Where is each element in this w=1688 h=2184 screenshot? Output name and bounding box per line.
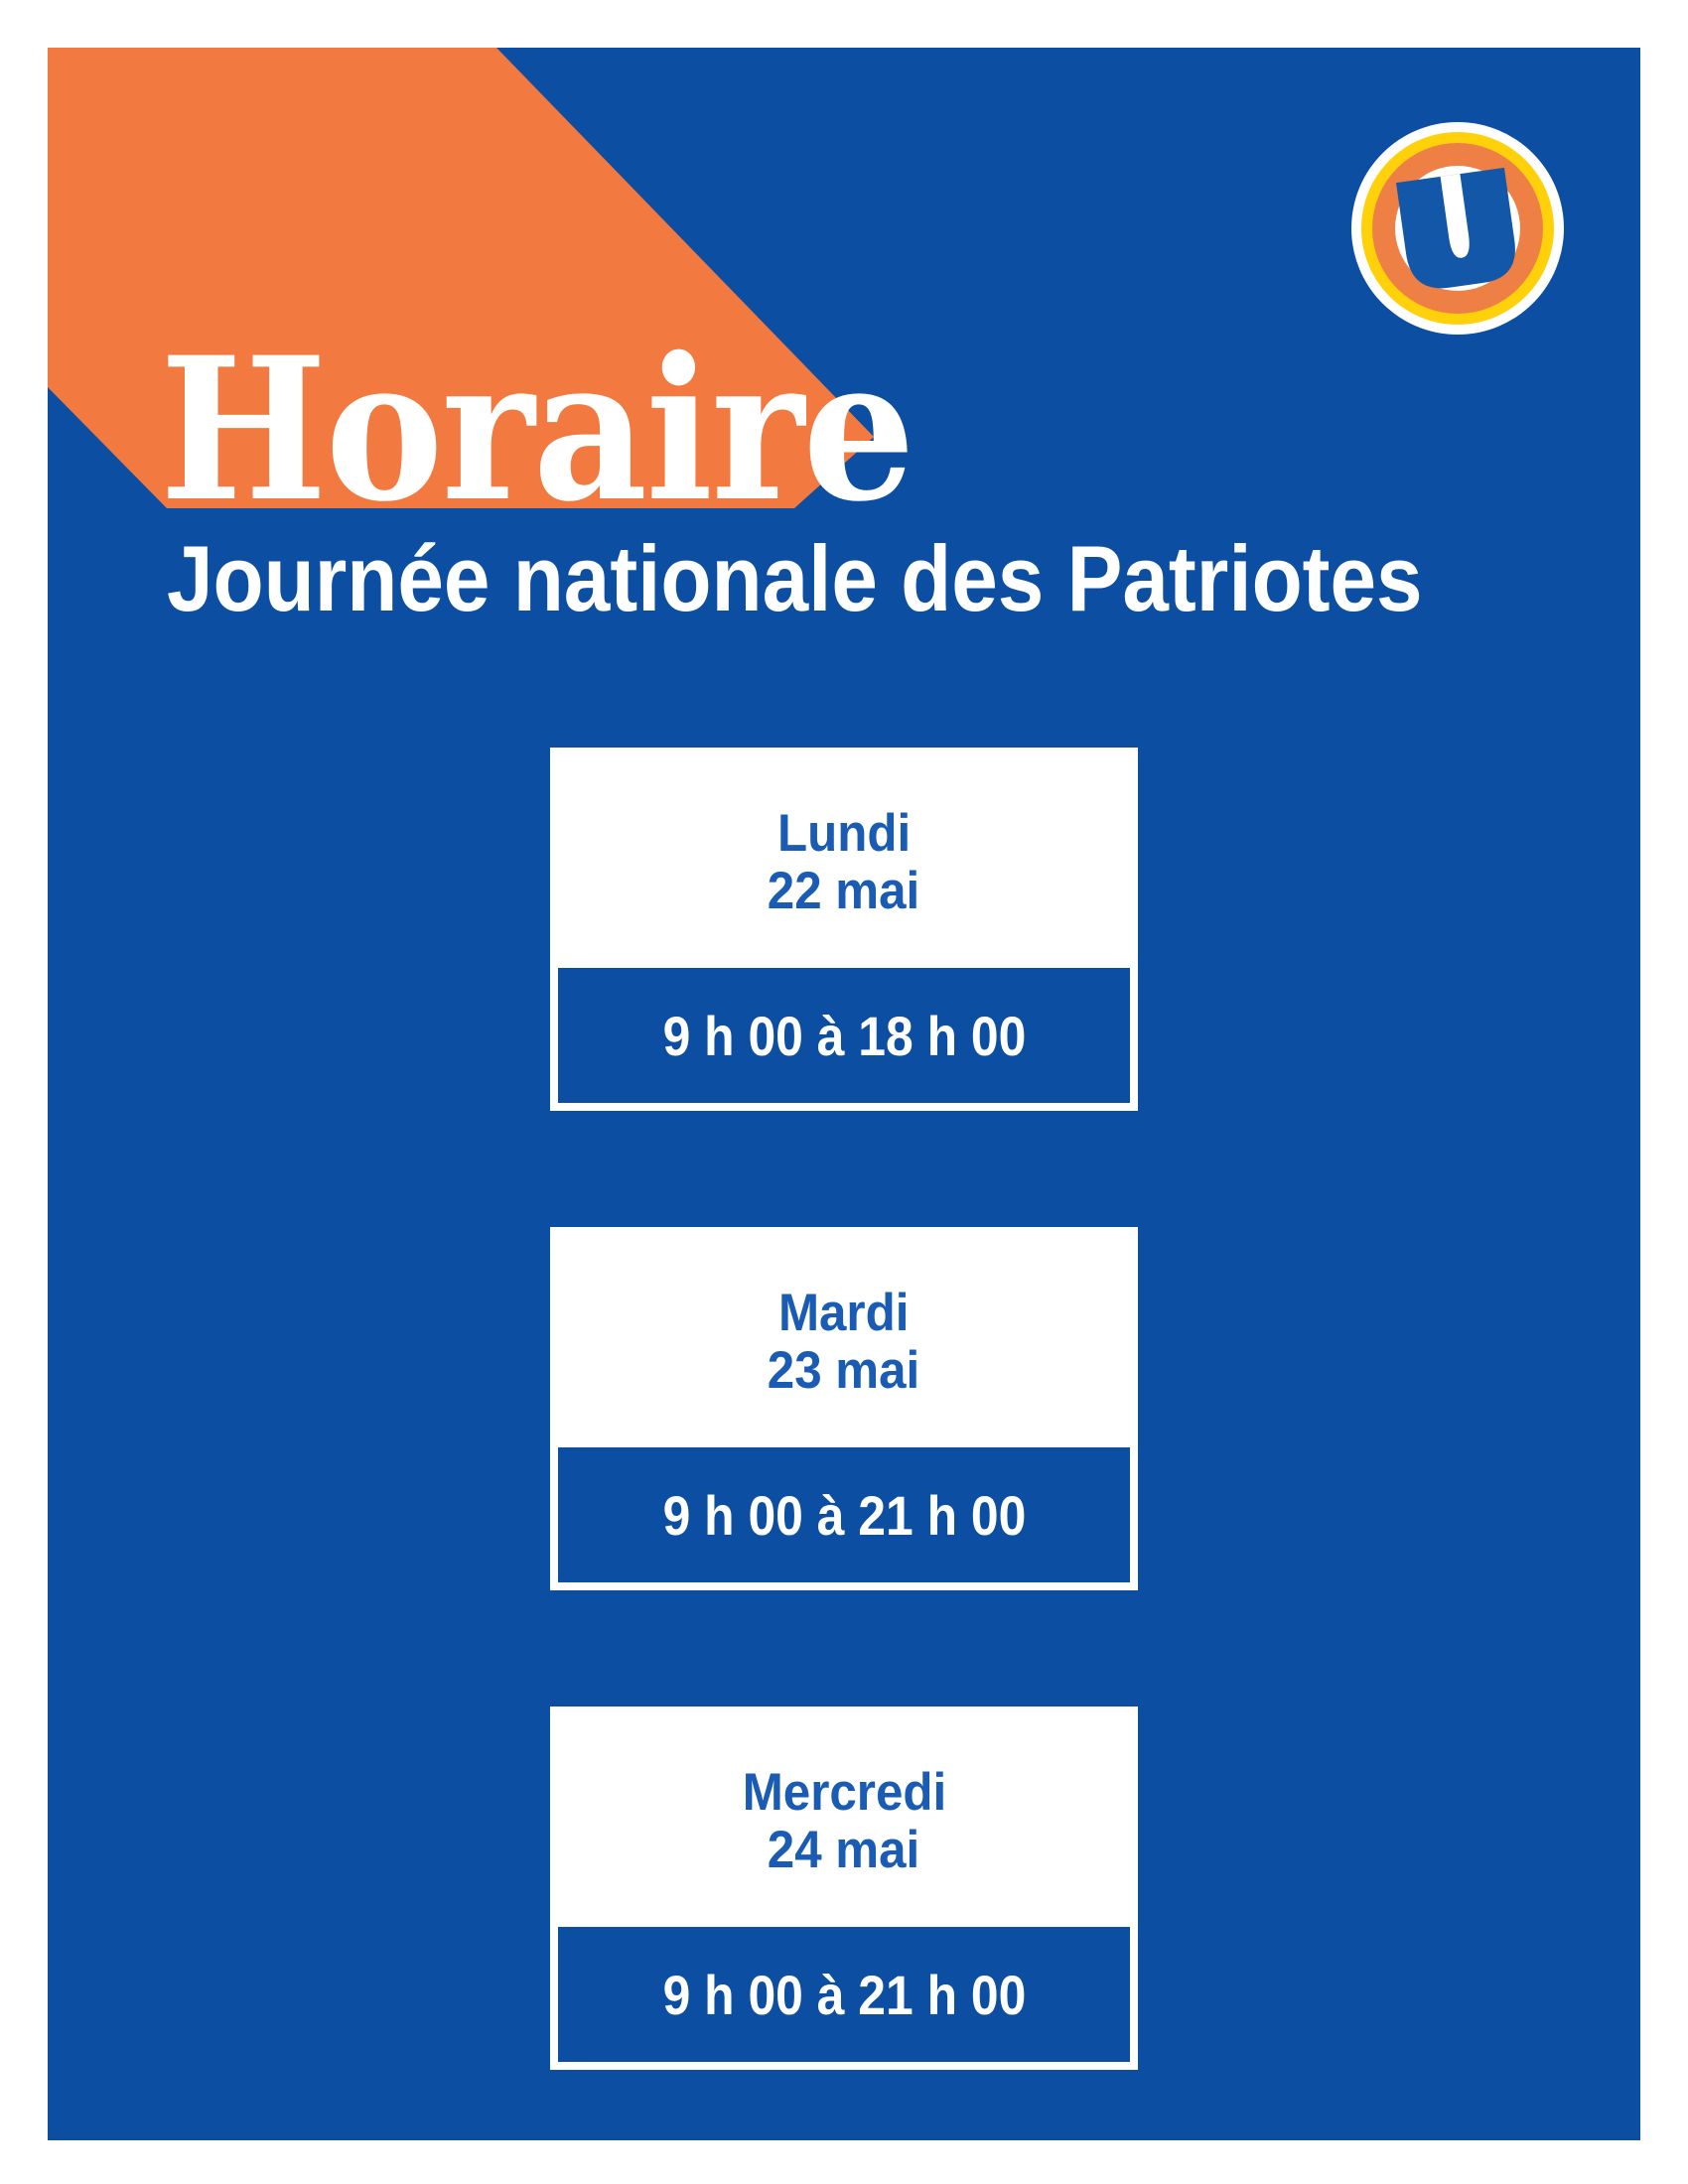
card-day-section: Lundi 22 mai bbox=[550, 748, 1138, 968]
schedule-card: Mercredi 24 mai 9 h 00 à 21 h 00 bbox=[550, 1706, 1138, 2070]
page-subtitle-text: Journée nationale des Patriotes bbox=[167, 526, 1423, 630]
brand-logo bbox=[1351, 122, 1564, 335]
logo-u-icon bbox=[1351, 122, 1564, 335]
day-name: Lundi bbox=[776, 804, 912, 863]
page-title: Horaire bbox=[160, 332, 997, 528]
hours-band: 9 h 00 à 21 h 00 bbox=[558, 1927, 1130, 2062]
day-name: Mardi bbox=[778, 1284, 910, 1342]
hours-text: 9 h 00 à 21 h 00 bbox=[662, 1483, 1026, 1547]
poster-background: Horaire Journée nationale des Patriotes … bbox=[48, 48, 1640, 2140]
card-day-section: Mardi 23 mai bbox=[550, 1227, 1138, 1447]
hours-text: 9 h 00 à 18 h 00 bbox=[662, 1004, 1026, 1067]
page-title-text: Horaire bbox=[160, 314, 915, 545]
card-day-section: Mercredi 24 mai bbox=[550, 1706, 1138, 1927]
page-subtitle: Journée nationale des Patriotes bbox=[167, 532, 1578, 625]
hours-text: 9 h 00 à 21 h 00 bbox=[662, 1963, 1026, 2026]
schedule-card: Lundi 22 mai 9 h 00 à 18 h 00 bbox=[550, 748, 1138, 1111]
day-date: 23 mai bbox=[768, 1341, 920, 1400]
orange-ribbon-shape bbox=[48, 48, 874, 508]
schedule-card: Mardi 23 mai 9 h 00 à 21 h 00 bbox=[550, 1227, 1138, 1590]
hours-band: 9 h 00 à 21 h 00 bbox=[558, 1447, 1130, 1582]
day-date: 24 mai bbox=[768, 1821, 920, 1879]
hours-band: 9 h 00 à 18 h 00 bbox=[558, 968, 1130, 1103]
day-name: Mercredi bbox=[742, 1763, 946, 1822]
day-date: 22 mai bbox=[768, 862, 920, 920]
